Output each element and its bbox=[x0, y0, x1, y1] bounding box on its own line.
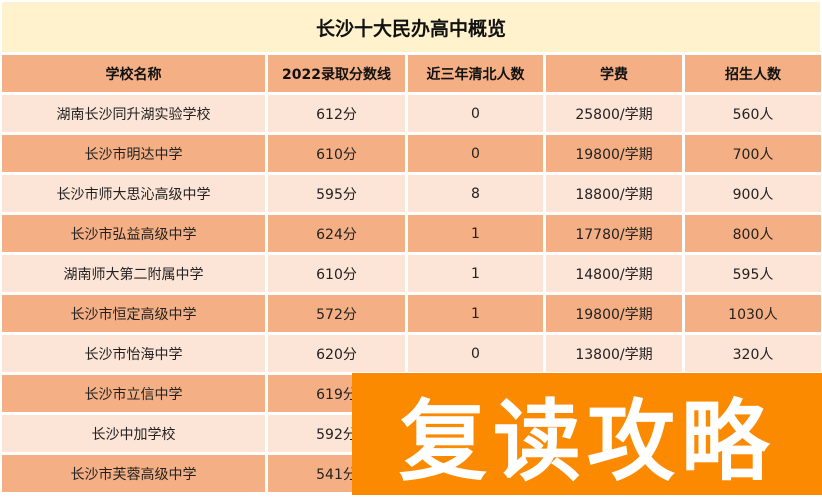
header-tuition: 学费 bbox=[546, 55, 682, 92]
cell-school-name: 长沙市立信中学 bbox=[2, 375, 265, 412]
cell-tsinghua-peking: 0 bbox=[408, 335, 543, 372]
cell-enrollment: 560人 bbox=[685, 95, 821, 132]
cell-tsinghua-peking: 1 bbox=[408, 215, 543, 252]
cell-enrollment: 900人 bbox=[685, 175, 821, 212]
cell-enrollment: 320人 bbox=[685, 335, 821, 372]
cell-tuition: 18800/学期 bbox=[546, 175, 682, 212]
overlay-banner: 复读攻略 bbox=[352, 373, 822, 495]
cell-tuition: 17780/学期 bbox=[546, 215, 682, 252]
cell-school-name: 长沙市芙蓉高级中学 bbox=[2, 455, 265, 492]
cell-school-name: 湖南师大第二附属中学 bbox=[2, 255, 265, 292]
school-table: 学校名称 2022录取分数线 近三年清北人数 学费 招生人数湖南长沙同升湖实验学校 612… bbox=[2, 55, 821, 492]
cell-enrollment: 800人 bbox=[685, 215, 821, 252]
cell-tsinghua-peking: 0 bbox=[408, 135, 543, 172]
header-tsinghua-peking: 近三年清北人数 bbox=[408, 55, 543, 92]
cell-school-name: 长沙市弘益高级中学 bbox=[2, 215, 265, 252]
header-score: 2022录取分数线 bbox=[268, 55, 405, 92]
cell-school-name: 长沙市师大思沁高级中学 bbox=[2, 175, 265, 212]
cell-enrollment: 700人 bbox=[685, 135, 821, 172]
cell-score: 624分 bbox=[268, 215, 405, 252]
cell-school-name: 湖南长沙同升湖实验学校 bbox=[2, 95, 265, 132]
cell-tuition: 14800/学期 bbox=[546, 255, 682, 292]
cell-enrollment: 595人 bbox=[685, 255, 821, 292]
cell-school-name: 长沙市明达中学 bbox=[2, 135, 265, 172]
cell-tsinghua-peking: 1 bbox=[408, 295, 543, 332]
cell-tsinghua-peking: 8 bbox=[408, 175, 543, 212]
cell-score: 610分 bbox=[268, 135, 405, 172]
cell-score: 612分 bbox=[268, 95, 405, 132]
cell-score: 620分 bbox=[268, 335, 405, 372]
header-school-name: 学校名称 bbox=[2, 55, 265, 92]
cell-tuition: 13800/学期 bbox=[546, 335, 682, 372]
cell-score: 610分 bbox=[268, 255, 405, 292]
header-enrollment: 招生人数 bbox=[685, 55, 821, 92]
cell-school-name: 长沙市恒定高级中学 bbox=[2, 295, 265, 332]
cell-score: 572分 bbox=[268, 295, 405, 332]
cell-score: 595分 bbox=[268, 175, 405, 212]
table-title: 长沙十大民办高中概览 bbox=[2, 2, 820, 52]
cell-tsinghua-peking: 0 bbox=[408, 95, 543, 132]
cell-tuition: 19800/学期 bbox=[546, 295, 682, 332]
cell-tsinghua-peking: 1 bbox=[408, 255, 543, 292]
cell-school-name: 长沙中加学校 bbox=[2, 415, 265, 452]
cell-tuition: 19800/学期 bbox=[546, 135, 682, 172]
cell-enrollment: 1030人 bbox=[685, 295, 821, 332]
cell-tuition: 25800/学期 bbox=[546, 95, 682, 132]
cell-school-name: 长沙市怡海中学 bbox=[2, 335, 265, 372]
